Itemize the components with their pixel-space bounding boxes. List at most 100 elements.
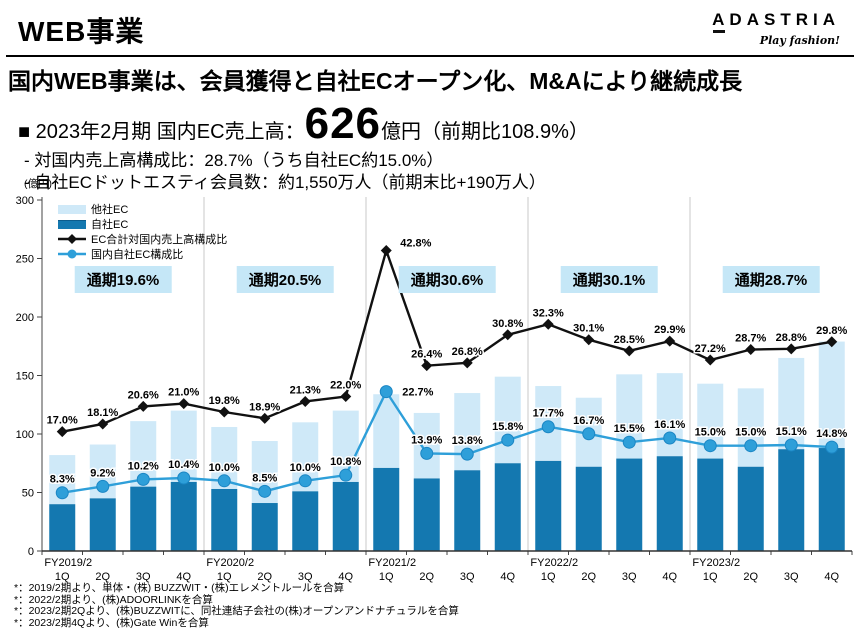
diamond-marker: [380, 245, 392, 257]
diamond-marker: [421, 360, 433, 372]
y-tick-label: 100: [16, 429, 34, 441]
annual-ratio-badge: 通期28.7%: [722, 266, 820, 293]
footnote: *：2019/2期より、単体・(株) BUZZWIT・(株)エレメントルールを合…: [14, 582, 345, 594]
data-label: 30.8%: [492, 318, 523, 330]
quarter-label: 2Q: [95, 571, 110, 583]
circle-marker: [217, 474, 231, 488]
data-label: 15.0%: [735, 427, 766, 439]
quarter-label: 4Q: [176, 571, 191, 583]
diamond-marker: [461, 357, 473, 369]
data-label: 32.3%: [533, 307, 564, 319]
bar-own-ec: [616, 458, 643, 551]
bar-other-ec: [778, 357, 805, 450]
y-tick-label: 150: [16, 371, 34, 383]
y-tick-label: 50: [22, 488, 34, 500]
black-line-diamond-swatch: [58, 234, 86, 244]
data-label: 9.2%: [90, 467, 115, 479]
diamond-marker: [340, 391, 352, 403]
data-label: 28.5%: [614, 334, 645, 346]
bar-own-ec: [292, 491, 319, 551]
data-label: 16.1%: [654, 419, 685, 431]
circle-marker: [703, 439, 717, 453]
bar-own-ec: [170, 481, 197, 551]
quarter-label: 4Q: [500, 571, 515, 583]
annual-ratio-badge: 通期20.5%: [236, 266, 334, 293]
diamond-marker: [826, 336, 838, 348]
diamond-marker: [502, 329, 514, 341]
bar-own-ec: [373, 467, 400, 551]
diamond-marker: [259, 412, 271, 424]
diamond-marker: [137, 400, 149, 412]
adastria-logo: ADASTRIA Play fashion!: [712, 11, 840, 46]
summary-line-1: ■ 2023年2月期 国内EC売上高：626億円（前期比108.9%）: [18, 99, 589, 149]
quarter-label: 2Q: [257, 571, 272, 583]
headline: 国内WEB事業は、会員獲得と自社ECオープン化、M&Aにより継続成長: [8, 68, 743, 94]
quarter-label: 2Q: [581, 571, 596, 583]
quarter-label: 3Q: [460, 571, 475, 583]
other-ec-swatch: [58, 204, 86, 214]
data-label: 30.1%: [573, 323, 604, 335]
quarter-label: 2Q: [419, 571, 434, 583]
data-label: 15.0%: [695, 427, 726, 439]
legend-item-other-ec: 他社EC: [58, 202, 227, 216]
footnote: *：2022/2期より、(株)ADOORLINKを合算: [14, 593, 213, 606]
diamond-marker: [704, 354, 716, 366]
data-label: 10.0%: [290, 462, 321, 474]
header: WEB事業 ADASTRIA Play fashion!: [6, 0, 854, 57]
quarter-label: 1Q: [703, 571, 718, 583]
data-label: 18.9%: [249, 401, 280, 413]
data-label: 17.0%: [47, 415, 78, 427]
logo-wordmark: ADASTRIA: [712, 10, 840, 33]
data-label: 21.0%: [168, 387, 199, 399]
bar-own-ec: [697, 458, 724, 551]
fiscal-year-label: FY2020/2: [206, 557, 254, 569]
legend-label: EC合計対国内売上高構成比: [91, 234, 228, 246]
data-label: 10.8%: [330, 456, 361, 468]
diamond-marker: [583, 334, 595, 346]
bar-own-ec: [413, 478, 440, 551]
bar-other-ec: [170, 410, 197, 482]
ec-sales-chart: 0 50 100 150 200 250 300 17.0% 18.1% 20.6% 21.0% 19…: [16, 195, 853, 583]
diamond-marker: [664, 335, 676, 347]
diamond-marker: [623, 345, 635, 357]
fiscal-year-label: FY2023/2: [692, 557, 740, 569]
y-tick-label: 250: [16, 254, 34, 266]
diamond-marker: [218, 406, 230, 418]
circle-marker: [136, 472, 150, 486]
summary-line-2: - 対国内売上高構成比：28.7%（うち自社EC約15.0%）: [24, 151, 444, 170]
bar-own-ec: [130, 486, 157, 551]
ec-sales-value: 626: [304, 99, 382, 148]
data-label: 28.8%: [776, 332, 807, 344]
circle-marker: [541, 420, 555, 434]
quarter-label: 4Q: [662, 571, 677, 583]
y-tick-label: 300: [16, 195, 34, 207]
quarter-label: 1Q: [379, 571, 394, 583]
bar-other-ec: [818, 341, 845, 449]
summary-line-1-prefix: ■ 2023年2月期 国内EC売上高：: [18, 121, 305, 143]
data-label: 16.7%: [573, 415, 604, 427]
legend-label: 自社EC: [91, 219, 129, 231]
chart-legend: 他社EC 自社EC EC合計対国内売上高構成比 国内自社EC構成比: [58, 202, 227, 262]
data-label: 10.2%: [128, 460, 159, 472]
bar-own-ec: [778, 449, 805, 551]
circle-marker: [825, 440, 839, 454]
data-label: 27.2%: [695, 343, 726, 355]
data-label: 20.6%: [128, 389, 159, 401]
annual-ratio-badge: 通期19.6%: [74, 266, 172, 293]
bar-own-ec: [251, 503, 278, 551]
bar-other-ec: [413, 412, 440, 479]
circle-marker: [622, 435, 636, 449]
diamond-marker: [299, 395, 311, 407]
circle-marker: [663, 431, 677, 445]
annual-ratio-badge: 通期30.6%: [398, 266, 496, 293]
data-label: 19.8%: [209, 395, 240, 407]
quarter-label: 1Q: [541, 571, 556, 583]
data-label: 15.5%: [614, 423, 645, 435]
bar-own-ec: [89, 498, 116, 551]
data-label: 28.7%: [735, 333, 766, 345]
diamond-marker: [745, 344, 757, 356]
summary-line-3: - 自社ECドットエスティ会員数：約1,550万人（前期末比+190万人）: [24, 173, 546, 192]
circle-marker: [298, 474, 312, 488]
data-label: 26.4%: [411, 349, 442, 361]
data-label: 29.9%: [654, 324, 685, 336]
